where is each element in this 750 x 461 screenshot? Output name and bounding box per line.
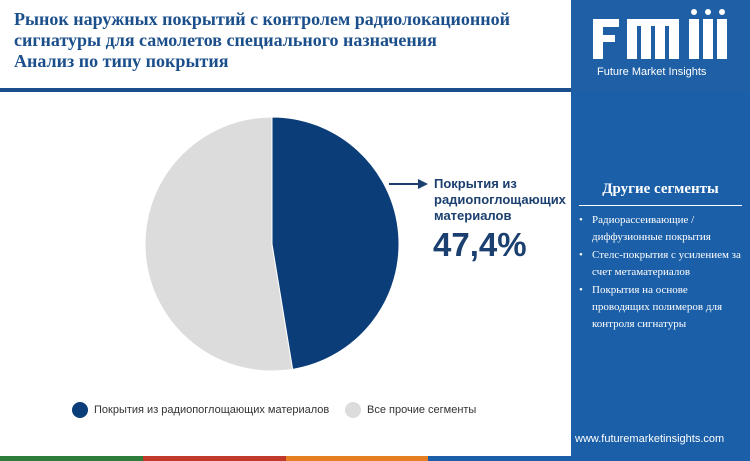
other-segments-heading: Другие сегменты xyxy=(602,181,719,197)
bullet-icon: • xyxy=(579,284,583,296)
segment-item: • Стелс-покрытия с усилением за счет мета… xyxy=(577,247,745,281)
callout-arrow-head xyxy=(418,179,428,189)
segment-item: • Радиорассеивающие / диффузионные покрыт… xyxy=(577,212,745,246)
logo-name: Future Market Insights xyxy=(597,66,707,78)
legend-label-other: Все прочие сегменты xyxy=(367,404,477,416)
title-line-3: Анализ по типу покрытия xyxy=(14,51,229,71)
legend-label-primary: Покрытия из радиопоглощающих материалов xyxy=(94,404,330,416)
website-url: www.futuremarketinsights.com xyxy=(575,433,725,445)
bullet-icon: • xyxy=(579,249,583,261)
chart-title: Рынок наружных покрытий с контролем ради… xyxy=(14,9,564,72)
other-segments-list: • Радиорассеивающие / диффузионные покрыт… xyxy=(577,212,745,334)
bullet-icon: • xyxy=(579,214,583,226)
side-panel: Future Market Insights Другие сегменты •… xyxy=(571,0,750,461)
strip-segment-red xyxy=(142,456,286,461)
bottom-color-strip xyxy=(0,456,571,461)
legend-item-primary: Покрытия из радиопоглощающих материалов xyxy=(72,402,329,418)
legend-item-other: Все прочие сегменты xyxy=(345,402,476,418)
pie-slice-radar-absorbing xyxy=(271,116,400,370)
other-segments-divider xyxy=(579,205,742,206)
logo: Future Market Insights xyxy=(571,0,750,92)
pie-slice-other-segments xyxy=(144,116,294,372)
callout-value: 47,4% xyxy=(433,226,527,263)
strip-segment-blue xyxy=(428,456,571,461)
legend-swatch-other xyxy=(345,402,361,418)
segment-text: Стелс-покрытия с усилением за счет метам… xyxy=(592,249,741,278)
title-line-2: сигнатуры для самолетов специального наз… xyxy=(14,30,437,50)
segment-text: Покрытия на основе проводящих полимеров … xyxy=(592,284,723,330)
segment-item: • Покрытия на основе проводящих полимеров… xyxy=(577,282,745,333)
legend-swatch-primary xyxy=(72,402,88,418)
title-line-1: Рынок наружных покрытий с контролем ради… xyxy=(14,9,511,29)
strip-segment-green xyxy=(0,456,143,461)
title-divider xyxy=(0,88,571,92)
fmi-logo-icon xyxy=(593,9,727,59)
strip-segment-orange xyxy=(285,456,429,461)
pie-chart xyxy=(144,116,428,372)
callout-label: Покрытия из радиопоглощающих материалов xyxy=(434,176,566,223)
segment-text: Радиорассеивающие / диффузионные покрыти… xyxy=(592,214,711,243)
